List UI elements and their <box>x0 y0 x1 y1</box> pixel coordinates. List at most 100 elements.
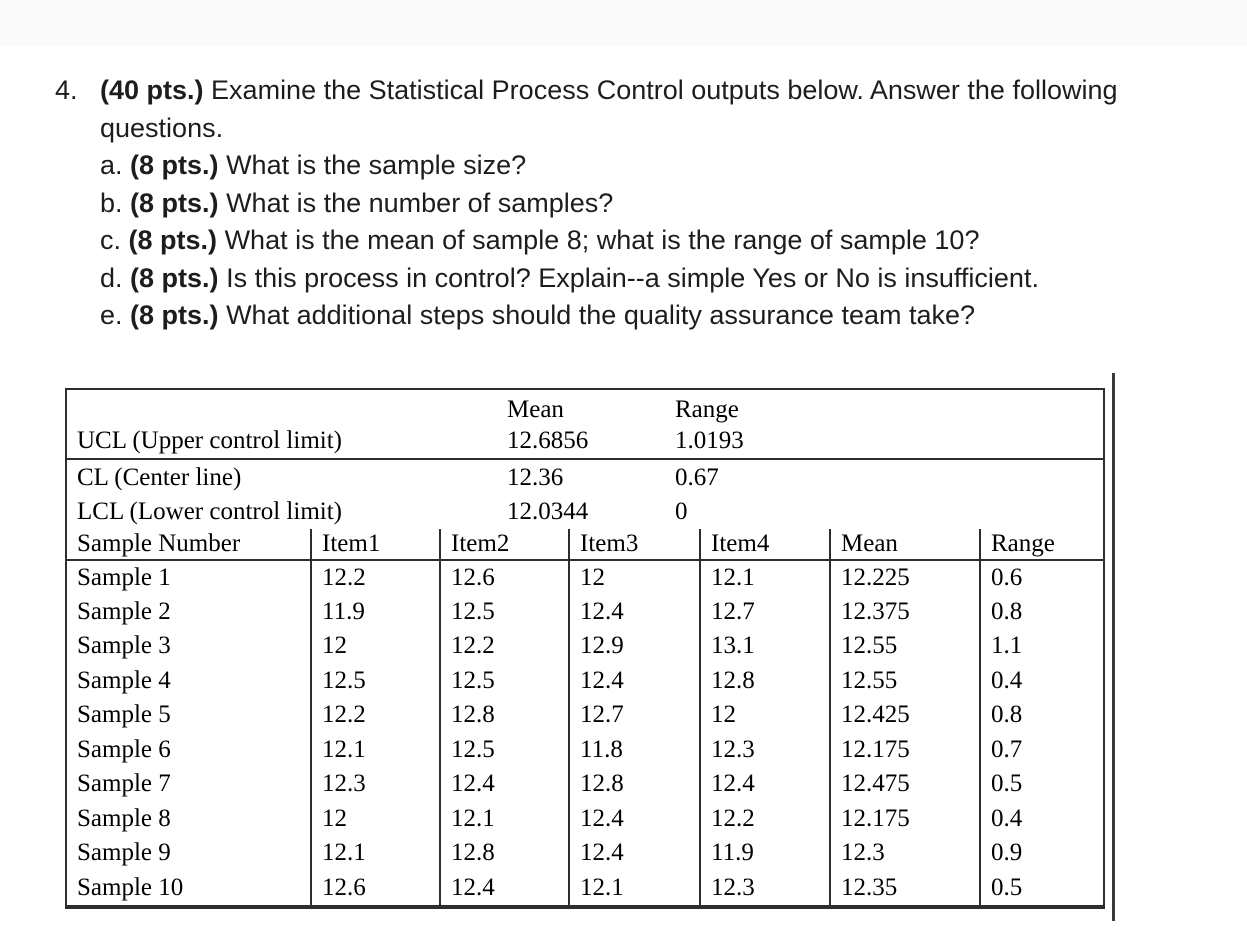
sample-cell: 12.425 <box>829 698 980 733</box>
ucl-row: UCL (Upper control limit) 12.6856 1.0193 <box>67 424 1103 458</box>
col-header-item2: Item2 <box>439 529 569 561</box>
sub-question-points: (8 pts.) <box>130 262 219 293</box>
sample-cell: Sample 4 <box>77 666 171 694</box>
ucl-range: 1.0193 <box>675 427 744 454</box>
lcl-mean: 12.0344 <box>507 498 589 525</box>
sample-cell: Sample 10 <box>77 873 184 901</box>
sample-cell: 12 <box>699 698 830 733</box>
sample-cell: 12.4 <box>568 801 700 836</box>
samples-table: Sample Number Item1 Item2 Item3 Item4 Me… <box>67 529 1103 905</box>
question-body: (40 pts.) Examine the Statistical Proces… <box>100 72 1195 335</box>
sample-row: Sample 4 12.5 12.5 12.4 12.8 12.55 0.4 <box>67 663 1103 698</box>
sub-question-e: e. (8 pts.) What additional steps should… <box>100 297 1195 335</box>
sample-row: Sample 2 11.9 12.5 12.4 12.7 12.375 0.8 <box>67 594 1103 629</box>
cl-row: CL (Center line) 12.36 0.67 <box>67 458 1103 495</box>
sample-cell: 12.7 <box>699 594 830 629</box>
sample-cell: Sample 6 <box>77 735 171 763</box>
sample-cell: 12.2 <box>439 629 569 664</box>
sub-question-points: (8 pts.) <box>130 150 219 180</box>
sample-cell: 11.8 <box>568 732 700 767</box>
limits-range-header: Range <box>675 396 739 423</box>
sample-row: Sample 7 12.3 12.4 12.8 12.4 12.475 0.5 <box>67 767 1103 802</box>
sample-cell: 12.5 <box>310 663 440 698</box>
sample-cell: 12.175 <box>829 732 980 767</box>
lcl-label: LCL (Lower control limit) <box>77 498 342 525</box>
control-limits-section: Mean Range UCL (Upper control limit) 12.… <box>67 390 1103 529</box>
sample-cell: 12.2 <box>310 698 440 733</box>
sample-row: Sample 6 12.1 12.5 11.8 12.3 12.175 0.7 <box>67 732 1103 767</box>
sample-cell: 11.9 <box>699 836 830 871</box>
sample-cell: 11.9 <box>310 594 440 629</box>
page-margin-rule <box>1112 373 1115 921</box>
sample-cell: 13.1 <box>699 629 830 664</box>
sample-cell: 12.7 <box>568 698 700 733</box>
cl-label: CL (Center line) <box>77 463 242 491</box>
sample-cell: 12.2 <box>699 801 830 836</box>
sample-cell: 12.35 <box>829 870 980 905</box>
sample-cell: 12.4 <box>699 767 830 802</box>
sample-row: Sample 1 12.2 12.6 12 12.1 12.225 0.6 <box>67 560 1103 595</box>
sample-cell: 12.1 <box>310 836 440 871</box>
question-number: 4. <box>55 75 78 105</box>
sample-cell: 0.6 <box>979 560 1103 595</box>
sample-row: Sample 3 12 12.2 12.9 13.1 12.55 1.1 <box>67 629 1103 664</box>
sample-cell: 12.8 <box>439 836 569 871</box>
sample-cell: 0.7 <box>979 732 1103 767</box>
sample-cell: 0.8 <box>979 594 1103 629</box>
sample-cell: Sample 8 <box>77 804 171 832</box>
sub-question-points: (8 pts.) <box>130 187 219 218</box>
sample-row: Sample 10 12.6 12.4 12.1 12.3 12.35 0.5 <box>67 870 1103 905</box>
question-intro: (40 pts.) Examine the Statistical Proces… <box>100 72 1195 147</box>
sample-cell: 12.9 <box>568 629 700 664</box>
question-intro-text: Examine the Statistical Process Control … <box>100 75 1118 143</box>
sample-cell: 12.2 <box>310 560 440 595</box>
sample-cell: 12.375 <box>829 594 980 629</box>
sub-question-text: Is this process in control? Explain--a s… <box>226 262 1039 293</box>
sub-question-a: a. (8 pts.) What is the sample size? <box>100 147 1195 185</box>
sub-question-label: d. <box>100 262 123 293</box>
sub-question-label: c. <box>100 225 122 255</box>
sub-question-c: c. (8 pts.) What is the mean of sample 8… <box>100 222 1195 260</box>
limits-header-row: Mean Range <box>67 390 1103 424</box>
question-main: 4. (40 pts.) Examine the Statistical Pro… <box>55 72 1195 335</box>
sub-question-text: What is the sample size? <box>226 150 527 180</box>
sub-question-list: a. (8 pts.) What is the sample size? b. … <box>100 147 1195 335</box>
sample-cell: Sample 3 <box>77 632 171 660</box>
sample-cell: 12 <box>310 801 440 836</box>
sub-question-d: d. (8 pts.) Is this process in control? … <box>100 260 1195 298</box>
top-band <box>0 0 1247 46</box>
sample-cell: Sample 1 <box>77 563 171 591</box>
ucl-mean: 12.6856 <box>507 427 589 454</box>
sample-cell: 12.8 <box>439 698 569 733</box>
sub-question-text: What is the number of samples? <box>226 187 614 218</box>
sample-cell: 12.475 <box>829 767 980 802</box>
lcl-row: LCL (Lower control limit) 12.0344 0 <box>67 495 1103 529</box>
sample-cell: 12.1 <box>568 870 700 905</box>
col-header-mean: Mean <box>829 529 980 561</box>
sub-question-b: b. (8 pts.) What is the number of sample… <box>100 185 1195 223</box>
sample-cell: 12.225 <box>829 560 980 595</box>
col-header-item3: Item3 <box>568 529 700 561</box>
sample-cell: 12.3 <box>829 836 980 871</box>
sample-cell: 12.175 <box>829 801 980 836</box>
sample-cell: 12.8 <box>699 663 830 698</box>
sample-cell: 12.6 <box>310 870 440 905</box>
limits-mean-header: Mean <box>507 396 564 423</box>
sample-cell: 12.6 <box>439 560 569 595</box>
sub-question-label: e. <box>100 300 123 330</box>
sample-cell: 12.4 <box>568 836 700 871</box>
sample-cell: 12.4 <box>568 594 700 629</box>
sample-cell: 12 <box>310 629 440 664</box>
sample-cell: Sample 9 <box>77 839 171 867</box>
sample-cell: 12.5 <box>439 663 569 698</box>
sample-cell: 12.5 <box>439 594 569 629</box>
sub-question-text: What additional steps should the quality… <box>226 300 976 330</box>
sub-question-label: b. <box>100 187 123 218</box>
sample-cell: 12.5 <box>439 732 569 767</box>
sample-cell: 12 <box>568 560 700 595</box>
sample-cell: Sample 7 <box>77 770 171 798</box>
sample-cell: Sample 5 <box>77 701 171 729</box>
sample-cell: 12.3 <box>699 870 830 905</box>
sample-cell: 12.4 <box>568 663 700 698</box>
